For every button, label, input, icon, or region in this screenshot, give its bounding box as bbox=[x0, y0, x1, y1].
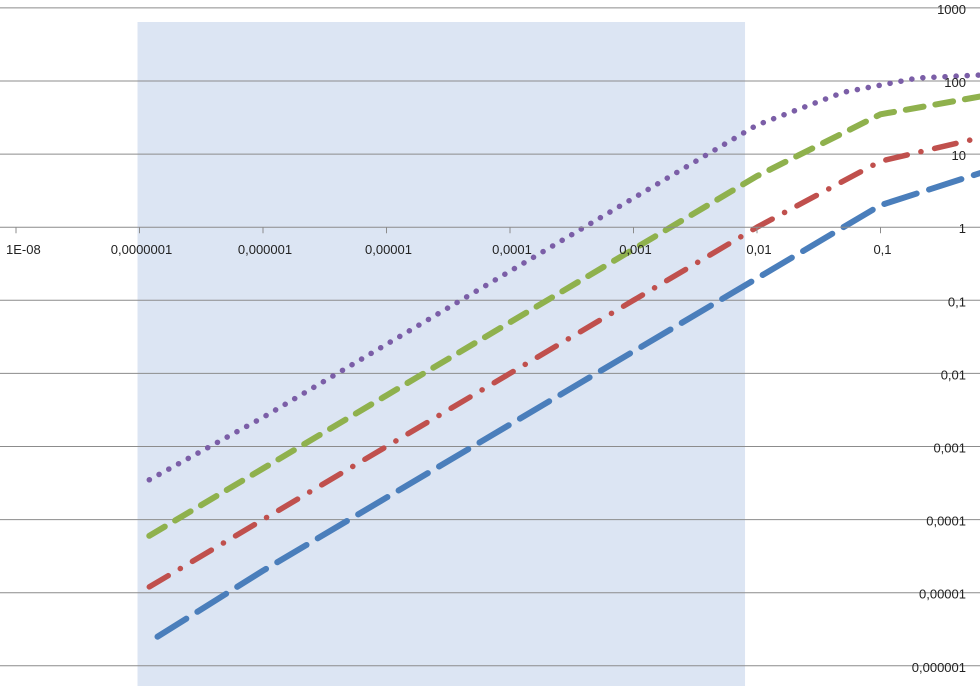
x-tick-label-5: 0,001 bbox=[619, 242, 652, 257]
series-line-short-dash bbox=[146, 93, 980, 539]
x-tick-label-2: 0,000001 bbox=[238, 242, 292, 257]
y-tick-label-9: 0,000001 bbox=[912, 660, 966, 675]
x-tick-label-3: 0,00001 bbox=[365, 242, 412, 257]
y-tick-label-8: 0,00001 bbox=[919, 587, 966, 602]
x-tick-label-1: 0,0000001 bbox=[111, 242, 172, 257]
y-tick-label-0: 1000 bbox=[937, 2, 966, 17]
y-tick-label-5: 0,01 bbox=[941, 367, 966, 382]
y-tick-label-2: 10 bbox=[952, 148, 966, 163]
y-tick-label-6: 0,001 bbox=[933, 441, 966, 456]
y-tick-label-4: 0,1 bbox=[948, 294, 966, 309]
y-tick-label-1: 100 bbox=[944, 75, 966, 90]
x-tick-label-6: 0,01 bbox=[746, 242, 771, 257]
y-tick-label-7: 0,0001 bbox=[926, 514, 966, 529]
series-line-dash-dot bbox=[146, 134, 980, 590]
x-tick-label-7: 0,1 bbox=[873, 242, 891, 257]
y-tick-label-3: 1 bbox=[959, 221, 966, 236]
series-line-long-dash bbox=[154, 169, 980, 640]
shaded-region bbox=[137, 22, 746, 686]
series-line-dotted bbox=[146, 72, 980, 483]
x-tick-label-4: 0,0001 bbox=[492, 242, 532, 257]
x-tick-label-0: 1E-08 bbox=[6, 242, 41, 257]
